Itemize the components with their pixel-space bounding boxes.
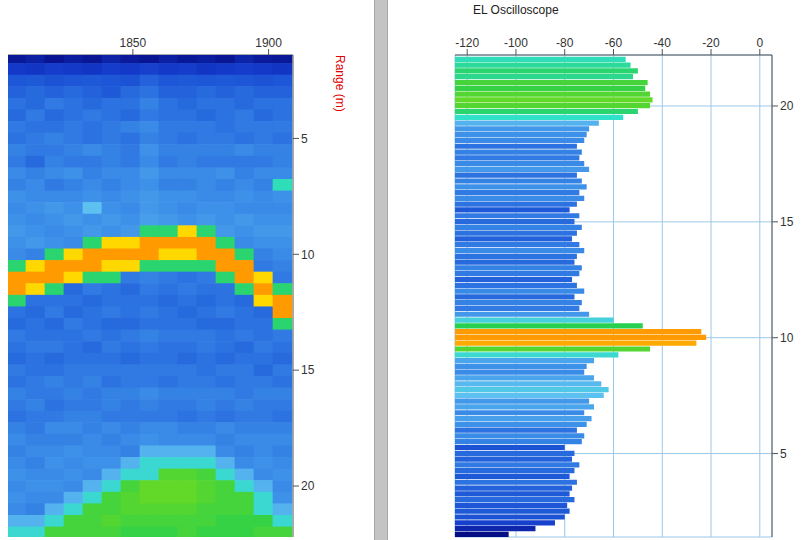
html-text:EL Oscilloscope: EL Oscilloscope — [473, 3, 559, 17]
svg-text:5: 5 — [301, 132, 308, 146]
svg-text:20: 20 — [780, 99, 794, 113]
svg-text:10: 10 — [780, 331, 794, 345]
svg-text:1850: 1850 — [120, 36, 147, 50]
svg-text:1900: 1900 — [255, 36, 282, 50]
svg-text:-60: -60 — [605, 36, 623, 50]
svg-text:-80: -80 — [556, 36, 574, 50]
svg-text:-40: -40 — [654, 36, 672, 50]
svg-text:10: 10 — [301, 248, 315, 262]
svg-text:-120: -120 — [455, 36, 479, 50]
svg-text:5: 5 — [780, 447, 787, 461]
svg-text:-100: -100 — [504, 36, 528, 50]
svg-text:20: 20 — [301, 479, 315, 493]
html-text:Range (m): Range (m) — [333, 55, 347, 112]
svg-text:15: 15 — [301, 363, 315, 377]
svg-text:0: 0 — [756, 36, 763, 50]
svg-text:15: 15 — [780, 215, 794, 229]
svg-text:-20: -20 — [702, 36, 720, 50]
